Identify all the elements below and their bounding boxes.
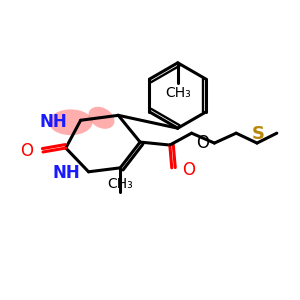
Text: NH: NH [53, 164, 81, 182]
Text: O: O [20, 142, 33, 160]
Ellipse shape [88, 107, 114, 129]
Text: CH₃: CH₃ [165, 85, 190, 100]
Text: O: O [182, 161, 195, 179]
Text: O: O [196, 134, 210, 152]
Text: CH₃: CH₃ [107, 177, 133, 191]
Ellipse shape [49, 110, 92, 135]
Text: S: S [251, 125, 265, 143]
Text: NH: NH [39, 113, 67, 131]
